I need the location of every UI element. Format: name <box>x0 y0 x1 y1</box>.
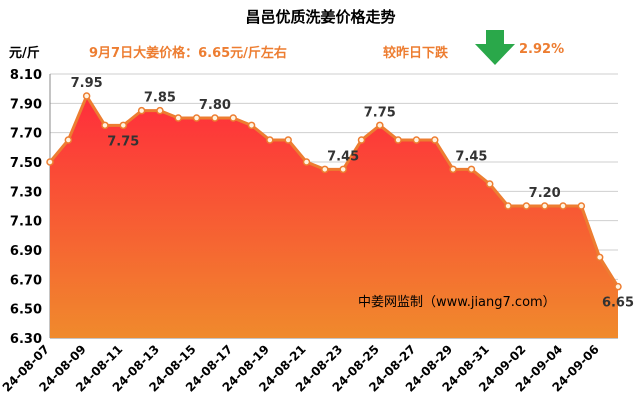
data-point <box>522 202 531 210</box>
data-label: 7.20 <box>529 186 561 201</box>
data-point <box>504 202 512 210</box>
data-point <box>394 136 402 144</box>
y-tick-label: 6.70 <box>10 273 42 288</box>
data-point <box>412 136 421 144</box>
down-arrow-icon <box>475 30 515 65</box>
watermark: 中姜网监制（www.jiang7.com） <box>358 295 556 310</box>
data-point <box>467 165 476 174</box>
data-point <box>284 136 292 144</box>
data-point <box>192 114 201 122</box>
y-tick-label: 7.90 <box>10 97 42 112</box>
data-point <box>137 106 146 115</box>
y-tick-label: 8.10 <box>10 68 42 83</box>
change-percent: 2.92% <box>519 42 565 57</box>
data-label: 7.45 <box>327 149 359 164</box>
data-point <box>595 253 604 262</box>
y-tick-label: 7.50 <box>10 156 42 171</box>
data-point <box>540 202 549 210</box>
y-tick-label: 6.50 <box>10 303 42 318</box>
y-tick-label: 7.30 <box>10 185 42 200</box>
data-point <box>302 158 311 166</box>
data-label: 7.45 <box>455 149 487 164</box>
data-point <box>577 202 586 210</box>
data-point <box>101 121 109 130</box>
price-area <box>50 96 618 338</box>
price-note: 9月7日大姜价格：6.65元/斤左右 <box>89 46 287 61</box>
data-point <box>321 165 329 174</box>
data-label: 7.95 <box>71 76 103 91</box>
data-point <box>614 282 622 291</box>
data-point <box>229 114 237 122</box>
y-tick-label: 7.70 <box>10 127 42 142</box>
data-label: 7.75 <box>107 134 139 149</box>
data-point <box>211 114 219 122</box>
data-point <box>485 180 494 188</box>
y-axis-unit: 元/斤 <box>9 46 40 61</box>
data-point <box>46 158 54 166</box>
data-point <box>247 121 256 130</box>
data-point <box>64 136 73 144</box>
data-point <box>156 106 164 115</box>
data-point <box>357 136 366 144</box>
y-tick-label: 7.10 <box>10 215 42 230</box>
data-point <box>376 121 384 130</box>
change-label: 较昨日下跌 <box>383 46 449 61</box>
data-label: 7.75 <box>364 105 396 120</box>
chart-title: 昌邑优质洗姜价格走势 <box>245 8 396 26</box>
data-point <box>174 114 183 122</box>
data-label: 6.65 <box>602 296 634 311</box>
data-point <box>339 165 347 174</box>
data-point <box>559 202 567 210</box>
data-label: 7.80 <box>199 98 231 113</box>
data-point <box>449 165 457 174</box>
data-point <box>431 136 439 144</box>
data-point <box>119 121 128 130</box>
y-tick-label: 6.30 <box>10 332 42 347</box>
data-label: 7.85 <box>144 91 176 106</box>
data-point <box>266 136 274 144</box>
data-point <box>82 92 91 100</box>
y-tick-label: 6.90 <box>10 244 42 259</box>
